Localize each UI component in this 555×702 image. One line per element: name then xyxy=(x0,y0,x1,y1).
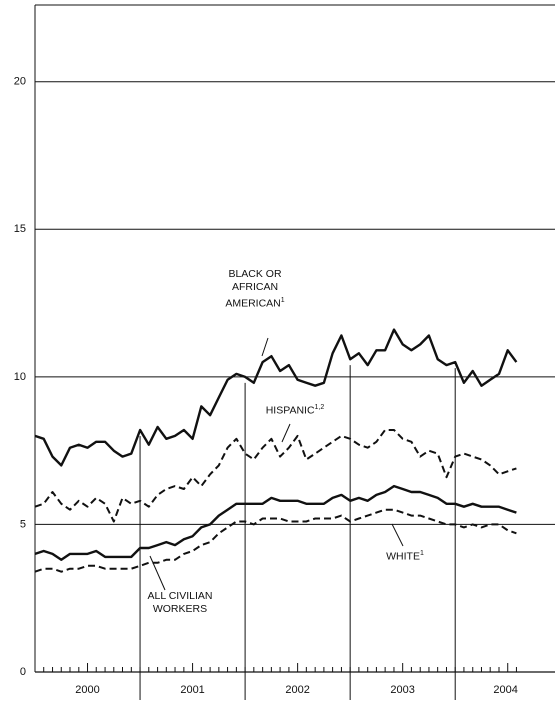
series-label: ALL CIVILIAN WORKERS xyxy=(130,590,230,616)
arrow xyxy=(391,523,404,547)
series-name: BLACK OR AFRICAN AMERICAN xyxy=(225,268,282,310)
series-name: WHITE xyxy=(386,550,420,563)
arrow xyxy=(149,555,166,591)
series-name: ALL CIVILIAN WORKERS xyxy=(147,590,213,615)
x-tick-label: 2000 xyxy=(75,684,99,696)
series-label: WHITE1 xyxy=(375,547,435,564)
series-line xyxy=(34,429,517,523)
y-tick-label: 15 xyxy=(14,223,26,235)
footnote-mark: 1 xyxy=(419,550,424,557)
footnote-mark: 1,2 xyxy=(314,404,325,411)
series-label: BLACK OR AFRICAN AMERICAN1 xyxy=(205,268,305,311)
series-line xyxy=(34,484,517,561)
arrow xyxy=(281,423,291,443)
series-line xyxy=(34,328,518,467)
y-tick-label: 20 xyxy=(14,76,26,88)
series-name: HISPANIC xyxy=(265,404,315,417)
arrow xyxy=(261,337,269,357)
series-label: HISPANIC1,2 xyxy=(240,401,350,418)
y-tick-label: 5 xyxy=(20,518,26,530)
series-line xyxy=(34,508,517,573)
y-tick-label: 0 xyxy=(20,666,26,678)
x-tick-label: 2003 xyxy=(390,684,414,696)
x-tick-label: 2002 xyxy=(285,684,309,696)
x-tick-label: 2004 xyxy=(493,684,517,696)
x-tick-label: 2001 xyxy=(180,684,204,696)
footnote-mark: 1 xyxy=(280,297,285,304)
y-tick-label: 10 xyxy=(14,371,26,383)
